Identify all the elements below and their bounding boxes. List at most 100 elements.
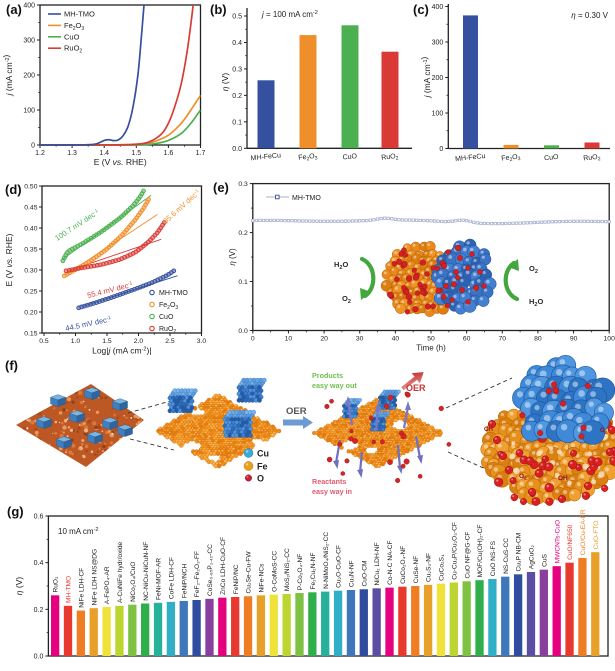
svg-text:Cu₃P NB-CM: Cu₃P NB-CM xyxy=(516,533,523,572)
svg-text:50: 50 xyxy=(427,336,435,343)
svg-text:(d): (d) xyxy=(5,182,22,197)
svg-text:100: 100 xyxy=(432,111,444,118)
svg-text:0.1: 0.1 xyxy=(232,119,242,126)
svg-text:1.5: 1.5 xyxy=(131,150,141,157)
svg-text:H2O: H2O xyxy=(529,297,543,308)
svg-text:1.3: 1.3 xyxy=(67,150,77,157)
svg-text:0.2: 0.2 xyxy=(232,93,242,100)
svg-text:CoFe LDH-CF: CoFe LDH-CF xyxy=(168,557,175,599)
svg-text:O: O xyxy=(257,474,264,484)
svg-text:0.3: 0.3 xyxy=(232,66,242,73)
svg-text:100: 100 xyxy=(604,336,615,343)
svg-text:MoS₂/NiS₂-CC: MoS₂/NiS₂-CC xyxy=(284,548,291,591)
svg-text:NiFe LDH NS@DG: NiFe LDH NS@DG xyxy=(91,549,98,606)
svg-text:j (mA cm-2): j (mA cm-2) xyxy=(1,54,14,96)
svg-text:Fe2O3: Fe2O3 xyxy=(501,154,521,164)
svg-text:η = 0.30 V: η = 0.30 V xyxy=(571,11,608,20)
svg-text:A-CuNiFe hydr/oxide: A-CuNiFe hydr/oxide xyxy=(117,541,124,603)
svg-text:70: 70 xyxy=(499,336,507,343)
svg-text:10 mA cm-2: 10 mA cm-2 xyxy=(58,527,98,536)
svg-text:300: 300 xyxy=(23,38,35,45)
svg-text:(f): (f) xyxy=(5,358,18,373)
svg-text:H2O: H2O xyxy=(334,260,348,271)
svg-text:Log|j (mA cm-2)|: Log|j (mA cm-2)| xyxy=(92,346,151,356)
svg-text:O-CoMoS-CC: O-CoMoS-CC xyxy=(271,551,278,592)
svg-text:CuO: CuO xyxy=(342,153,358,162)
svg-text:0.25: 0.25 xyxy=(24,289,37,296)
svg-text:η (V): η (V) xyxy=(228,248,237,266)
svg-text:Fe2O3: Fe2O3 xyxy=(159,302,178,311)
svg-text:MH-FeCu: MH-FeCu xyxy=(250,152,281,162)
svg-text:NS-CuS-CC: NS-CuS-CC xyxy=(503,538,510,574)
svg-text:10: 10 xyxy=(285,336,293,343)
svg-text:1.2: 1.2 xyxy=(35,150,45,157)
svg-text:O2: O2 xyxy=(529,264,538,275)
svg-text:MH-FeCu: MH-FeCu xyxy=(455,153,486,163)
svg-text:100: 100 xyxy=(23,108,35,115)
svg-text:FeF₂–Fe₂O₃-FF: FeF₂–Fe₂O₃-FF xyxy=(194,551,201,597)
svg-text:0.5: 0.5 xyxy=(232,14,242,21)
svg-text:0.20: 0.20 xyxy=(24,310,37,317)
svg-text:CuO: CuO xyxy=(544,154,560,163)
svg-text:0.35: 0.35 xyxy=(24,247,37,254)
svg-text:0.40: 0.40 xyxy=(24,226,37,233)
svg-text:j = 100 mA cm-2: j = 100 mA cm-2 xyxy=(261,10,318,19)
svg-text:P-Co₃O₄-NF: P-Co₃O₄-NF xyxy=(297,554,304,591)
svg-text:1.4: 1.4 xyxy=(99,150,109,157)
svg-text:CuO NS-FS: CuO NS-FS xyxy=(490,540,497,576)
svg-text:1.6: 1.6 xyxy=(164,150,174,157)
svg-text:CuCo₂O₄-NF: CuCo₂O₄-NF xyxy=(400,546,407,584)
svg-text:Cu-Cu₂P/Cu₂O₃-CF: Cu-Cu₂P/Cu₂O₃-CF xyxy=(451,522,458,580)
svg-text:(g): (g) xyxy=(7,504,24,519)
svg-text:(b): (b) xyxy=(210,2,227,17)
svg-text:O2: O2 xyxy=(600,428,608,435)
svg-text:400: 400 xyxy=(432,4,444,11)
svg-text:400: 400 xyxy=(23,3,35,10)
svg-text:60: 60 xyxy=(463,336,471,343)
svg-text:NiFe LDH-CF: NiFe LDH-CF xyxy=(78,568,85,608)
svg-text:200: 200 xyxy=(432,75,444,82)
svg-text:200: 200 xyxy=(23,73,35,80)
svg-text:(e): (e) xyxy=(213,180,229,195)
svg-text:N-NiMoO₄/NiS₂-CC: N-NiMoO₄/NiS₂-CC xyxy=(323,532,330,589)
svg-text:(a): (a) xyxy=(6,2,22,17)
svg-text:CuO-FTO: CuO-FTO xyxy=(593,521,600,550)
svg-text:Fe₂Cu₂N-NF: Fe₂Cu₂N-NF xyxy=(310,553,317,590)
svg-text:RuO2: RuO2 xyxy=(159,326,176,335)
svg-text:MH-TMO: MH-TMO xyxy=(159,290,188,297)
svg-text:30: 30 xyxy=(356,336,364,343)
svg-text:2.5: 2.5 xyxy=(165,338,175,345)
svg-text:Fe2O3: Fe2O3 xyxy=(64,21,84,32)
svg-text:O2: O2 xyxy=(342,294,351,305)
svg-text:300: 300 xyxy=(432,40,444,47)
svg-text:RuO₂: RuO₂ xyxy=(53,576,60,593)
svg-text:0.1: 0.1 xyxy=(238,279,248,286)
svg-text:CuS: CuS xyxy=(541,553,548,566)
svg-text:0: 0 xyxy=(439,146,443,153)
svg-text:CuO/Cu-EA-FR: CuO/Cu-EA-FR xyxy=(580,509,587,555)
svg-text:0.5: 0.5 xyxy=(39,338,49,345)
svg-text:CuSe-NF: CuSe-NF xyxy=(413,556,420,583)
svg-text:0.4: 0.4 xyxy=(232,40,242,47)
svg-text:0.0: 0.0 xyxy=(34,654,44,661)
svg-text:Reactants: Reactants xyxy=(312,477,346,486)
svg-text:1.0: 1.0 xyxy=(71,338,81,345)
svg-text:0.15: 0.15 xyxy=(24,331,37,338)
svg-text:0.50: 0.50 xyxy=(24,184,37,191)
svg-text:Time (h): Time (h) xyxy=(416,344,446,353)
svg-text:Cu₂S₃-NF: Cu₂S₃-NF xyxy=(426,553,433,582)
svg-text:O2: O2 xyxy=(519,473,527,481)
svg-text:CuO NF@G-CF: CuO NF@G-CF xyxy=(464,532,471,579)
svg-text:40: 40 xyxy=(392,336,400,343)
svg-text:90: 90 xyxy=(570,336,578,343)
svg-text:Cu₂Se-Cu-FW: Cu₂Se-Cu-FW xyxy=(246,551,253,594)
svg-text:3.0: 3.0 xyxy=(197,338,207,345)
svg-text:1.5: 1.5 xyxy=(102,338,112,345)
svg-text:NiCo₂O₄/CuO: NiCo₂O₄/CuO xyxy=(130,561,137,601)
svg-text:MH-TMO: MH-TMO xyxy=(66,576,73,603)
svg-text:Cu₃N-NF: Cu₃N-NF xyxy=(349,560,356,587)
svg-text:OER: OER xyxy=(286,406,307,417)
svg-text:η (V): η (V) xyxy=(14,577,24,596)
svg-text:1.7: 1.7 xyxy=(196,150,206,157)
svg-text:20: 20 xyxy=(320,336,328,343)
